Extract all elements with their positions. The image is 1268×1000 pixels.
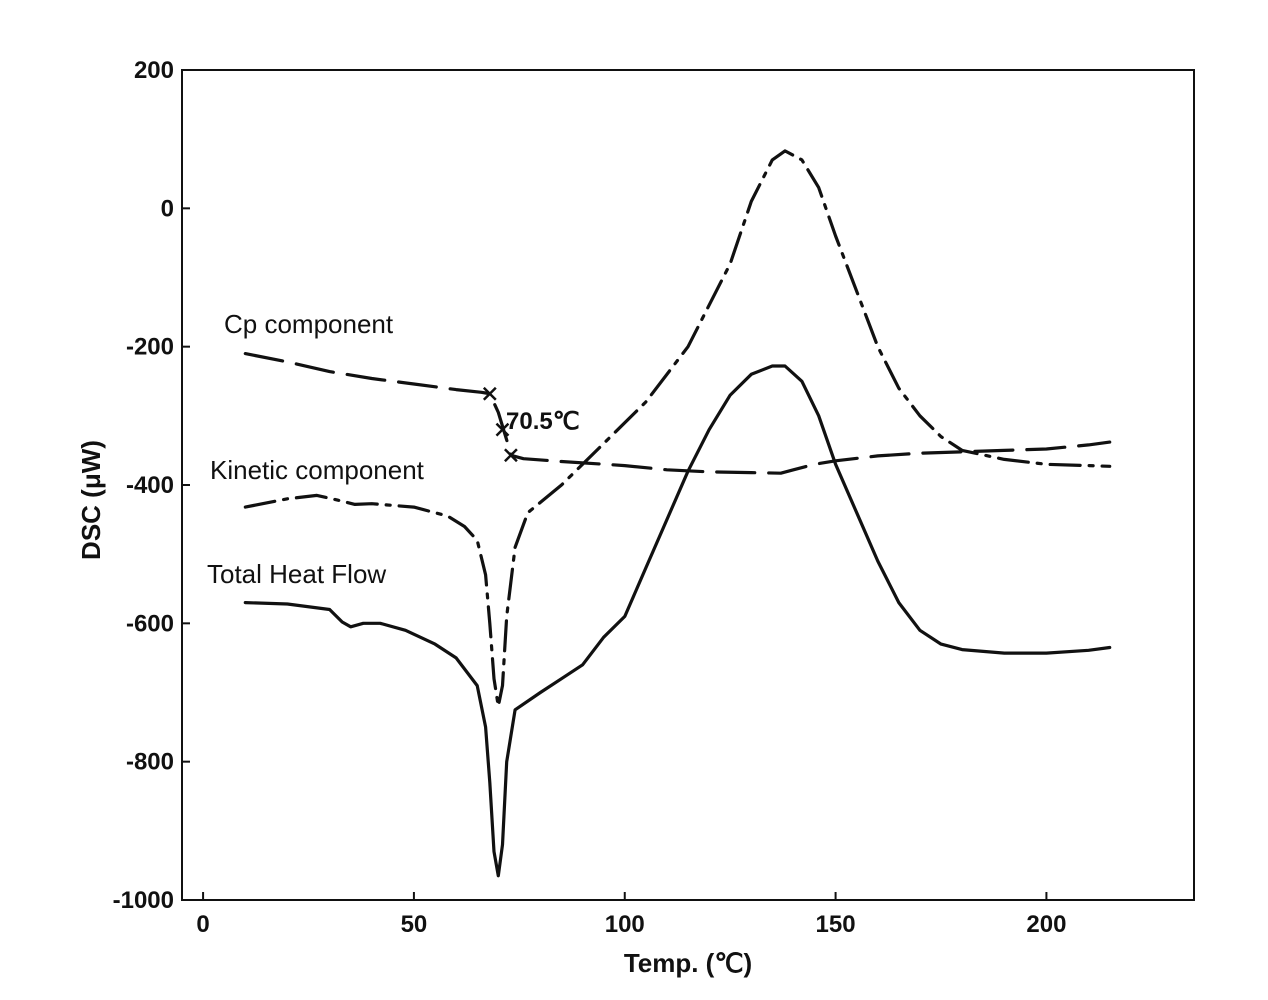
y-tick-label-2: -200 xyxy=(126,334,174,361)
y-tick-label-3: -400 xyxy=(126,472,174,499)
series-line-0 xyxy=(243,352,1112,475)
x-tick-label-2: 100 xyxy=(605,911,645,938)
series-lines xyxy=(243,149,1112,878)
series-line-1 xyxy=(243,149,1112,708)
plot-frame xyxy=(181,69,1195,901)
annotation-transition-temp: 70.5℃ xyxy=(506,408,580,435)
annotation-marker-2 xyxy=(504,448,518,463)
x-tick-label-1: 50 xyxy=(401,911,428,938)
y-axis-ticks: 200 0 -200 -400 -600 -800 -1000 xyxy=(113,57,190,914)
y-tick-label-6: -1000 xyxy=(113,887,174,914)
x-axis-ticks: 0 50 100 150 200 xyxy=(196,892,1066,938)
y-tick-label-1: 0 xyxy=(161,195,174,222)
series-line-2 xyxy=(243,364,1112,878)
y-tick-label-0: 200 xyxy=(134,57,174,84)
x-tick-label-3: 150 xyxy=(816,911,856,938)
annotation-markers xyxy=(482,386,518,463)
series-label-cp: Cp component xyxy=(224,309,394,339)
y-tick-label-5: -800 xyxy=(126,749,174,776)
annotation-marker-0 xyxy=(482,386,497,401)
x-tick-label-0: 0 xyxy=(196,911,209,938)
series-label-total: Total Heat Flow xyxy=(207,559,386,589)
x-axis-title: Temp. (℃) xyxy=(624,948,752,978)
x-tick-label-4: 200 xyxy=(1026,911,1066,938)
y-tick-label-4: -600 xyxy=(126,610,174,637)
y-axis-title: DSC (μW) xyxy=(76,440,106,560)
series-label-kinetic: Kinetic component xyxy=(210,455,425,485)
annotation-marker-1 xyxy=(495,422,510,437)
